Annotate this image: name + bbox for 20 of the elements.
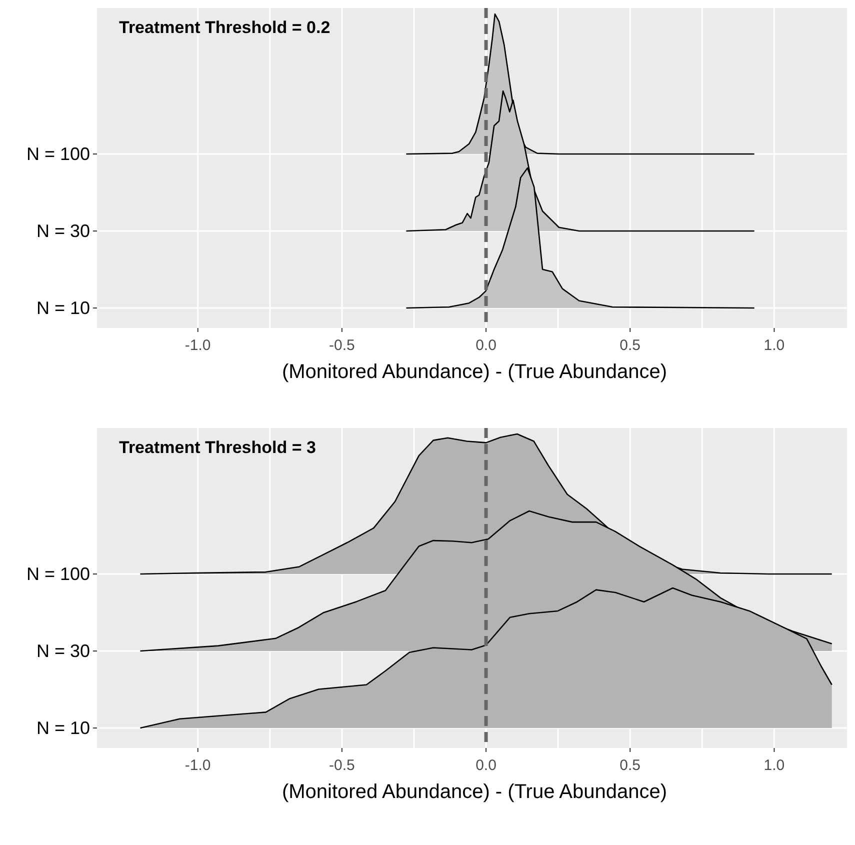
chart-title: Treatment Threshold = 0.2 [119, 18, 330, 37]
x-axis-title: (Monitored Abundance) - (True Abundance) [282, 781, 668, 803]
text: N = 30 [36, 221, 90, 241]
text: N = 10 [36, 298, 90, 318]
x-tick-label: -0.5 [329, 337, 355, 354]
text: N = 100 [26, 144, 90, 164]
x-axis-title: (Monitored Abundance) - (True Abundance) [282, 361, 668, 383]
x-tick-label: -1.0 [184, 337, 211, 354]
x-tick-label: 1.0 [764, 757, 785, 774]
text: N = 10 [36, 718, 90, 738]
x-tick-label: 0.0 [476, 337, 496, 354]
text: N = 100 [26, 564, 90, 584]
x-tick-label: -1.0 [184, 757, 211, 774]
x-tick-label: 1.0 [764, 337, 785, 354]
x-tick-label: 0.5 [620, 757, 641, 774]
chart-title: Treatment Threshold = 3 [119, 438, 316, 457]
x-tick-label: 0.0 [476, 757, 496, 774]
x-tick-label: 0.5 [620, 337, 641, 354]
x-tick-label: -0.5 [329, 757, 355, 774]
text: N = 30 [36, 641, 90, 661]
